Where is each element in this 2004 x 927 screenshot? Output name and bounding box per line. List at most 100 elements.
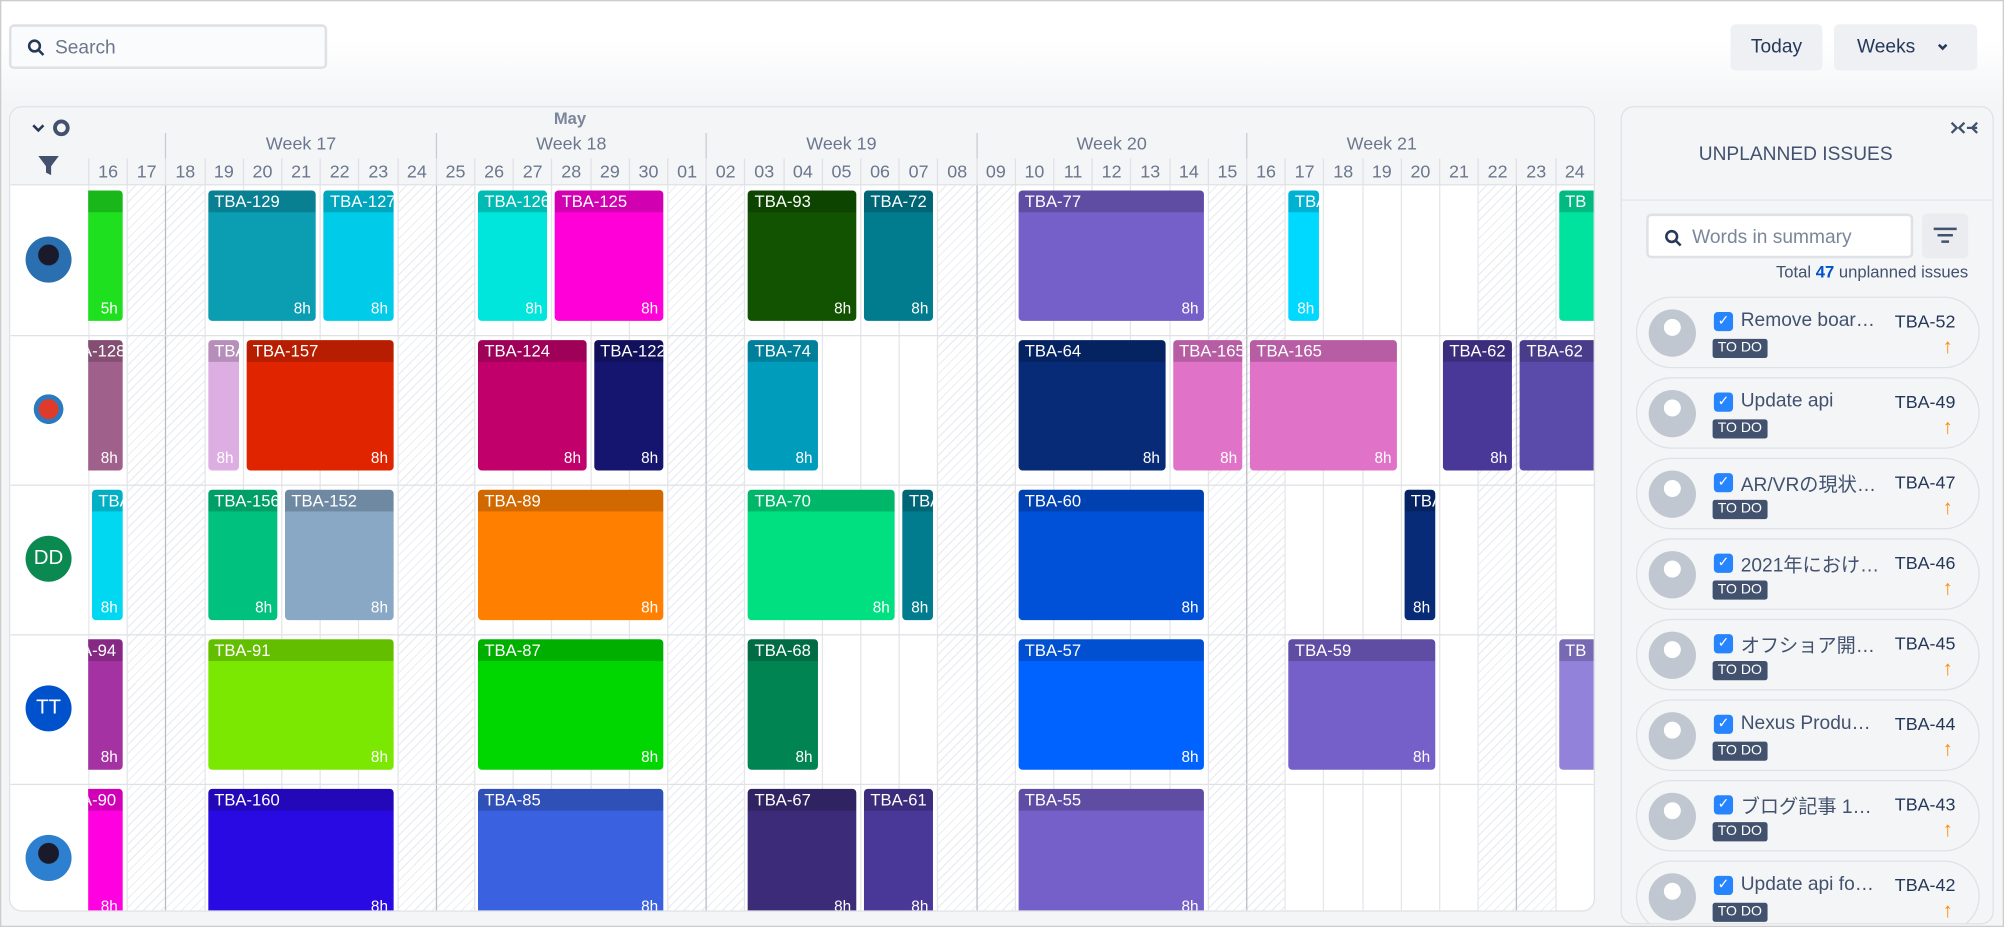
issue-hours: 8h — [1374, 448, 1392, 467]
issue-key: TBA-125 — [561, 191, 628, 211]
day-label: 27 — [512, 158, 552, 186]
issue-bar[interactable]: TBA-124 8h — [477, 340, 587, 471]
issue-status: TO DO — [1712, 902, 1768, 922]
search-box[interactable]: Search — [8, 24, 328, 70]
today-button[interactable]: Today — [1730, 24, 1823, 71]
issue-bar[interactable]: TBA-87 8h — [477, 639, 664, 770]
issue-summary: オフショア開… — [1740, 635, 1875, 658]
day-column — [1323, 185, 1362, 911]
day-label: 13 — [1130, 158, 1169, 186]
issue-bar[interactable]: TBA-125 8h — [555, 190, 664, 321]
issue-bar[interactable]: TBA-128 8h — [88, 340, 123, 471]
issue-header: TBA-60 — [1018, 489, 1204, 512]
issue-card[interactable]: ✓ Remove boar… TBA-52 TO DO ↑ — [1635, 296, 1980, 369]
issue-header: TBA-72 — [863, 190, 934, 213]
issue-bar[interactable]: TBA-62 8h — [1442, 340, 1513, 471]
issue-bar[interactable]: TBA-93 8h — [748, 190, 857, 321]
issue-header: TBA-74 — [748, 340, 818, 362]
issue-bar[interactable]: TB — [1558, 190, 1594, 321]
issue-header: TBA-94 — [88, 639, 123, 662]
day-label: 23 — [1516, 158, 1555, 186]
issue-bar[interactable]: TBA-126 8h — [477, 190, 548, 321]
panel-search-placeholder: Words in summary — [1692, 226, 1852, 249]
issue-bar[interactable]: TBA-72 8h — [863, 190, 934, 321]
issue-card[interactable]: ✓ Update api fo… TBA-42 TO DO ↑ — [1635, 860, 1980, 924]
issue-key: TBA-60 — [1024, 490, 1082, 511]
issue-bar[interactable]: TBA-64 8h — [1018, 340, 1166, 471]
issue-bar[interactable]: TBA-57 8h — [1018, 639, 1204, 770]
issue-bar[interactable]: TBA 8h — [1288, 190, 1320, 321]
issue-hours: 8h — [563, 448, 581, 467]
issue-bar[interactable]: TBA-70 8h — [748, 489, 895, 621]
day-label: 18 — [1323, 158, 1362, 186]
issue-card[interactable]: ✓ 2021年におけ… TBA-46 TO DO ↑ — [1635, 538, 1980, 610]
issue-card[interactable]: ✓ AR/VRの現状… TBA-47 TO DO ↑ — [1635, 457, 1980, 530]
issue-key: TBA-57 — [1024, 640, 1082, 660]
issue-card[interactable]: ✓ Update api TBA-49 TO DO ↑ — [1635, 377, 1980, 449]
issue-key: TBA — [908, 490, 934, 511]
issue-key: TBA — [1294, 191, 1320, 211]
issue-bar[interactable]: TBA-122 8h — [593, 340, 664, 471]
issue-header: TBA-90 — [88, 788, 123, 811]
issue-bar[interactable]: TBA 8h — [902, 489, 934, 621]
issue-bar[interactable]: TBA 8h — [1404, 489, 1436, 621]
total-count: 47 — [1815, 262, 1835, 282]
issue-bar[interactable]: TBA-152 8h — [285, 489, 394, 621]
filter-icon — [1933, 227, 1957, 243]
day-column — [88, 185, 127, 911]
week-label: Week 19 — [705, 132, 976, 159]
issue-key: TBA-45 — [1894, 632, 1956, 654]
collapse-icon[interactable] — [1950, 120, 1978, 135]
issue-bar[interactable]: TBA-77 8h — [1018, 190, 1204, 321]
issue-bar[interactable]: TBA-94 8h — [88, 639, 123, 770]
issue-hours: 8h — [370, 448, 389, 467]
issue-bar[interactable]: TBA 8h — [92, 489, 123, 621]
issue-bar[interactable]: 5h — [88, 190, 123, 321]
issue-bar[interactable]: TBA-68 8h — [748, 639, 818, 770]
issue-bar[interactable]: TBA-60 8h — [1018, 489, 1204, 621]
issue-card[interactable]: ✓ オフショア開… TBA-45 TO DO ↑ — [1635, 618, 1980, 691]
settings-icons[interactable] — [31, 118, 85, 179]
issue-bar[interactable]: TBA-62 — [1520, 340, 1594, 471]
issue-header: TBA-165 — [1249, 340, 1397, 362]
issue-summary: AR/VRの現状… — [1740, 474, 1876, 497]
issue-card[interactable]: ✓ Nexus Produ… TBA-44 TO DO ↑ — [1635, 699, 1980, 771]
issue-bar[interactable]: TBA-160 8h — [207, 788, 394, 911]
weekend-column — [1207, 185, 1247, 911]
issue-bar[interactable]: TBA-90 8h — [88, 788, 123, 911]
issue-bar[interactable]: TBA-55 8h — [1018, 788, 1204, 911]
view-button[interactable]: Weeks — [1834, 24, 1978, 71]
issue-key: TBA-61 — [870, 790, 927, 810]
issue-bar[interactable]: TBA 8h — [207, 340, 239, 471]
issue-bar[interactable]: TBA-165 8h — [1249, 340, 1397, 471]
issue-bar[interactable]: TB — [1558, 639, 1594, 770]
issue-key: TBA-52 — [1894, 310, 1956, 332]
issue-key: TBA-156 — [214, 490, 278, 511]
issue-bar[interactable]: TBA-89 8h — [477, 489, 664, 621]
issue-bar[interactable]: TBA-91 8h — [207, 639, 394, 770]
panel-search[interactable]: Words in summary — [1646, 213, 1914, 259]
issue-bar[interactable]: TBA-157 8h — [246, 340, 394, 471]
issue-bar[interactable]: TBA-61 8h — [863, 788, 934, 911]
issue-bar[interactable]: TBA-85 8h — [477, 788, 664, 911]
filter-button[interactable] — [1922, 213, 1969, 259]
issue-bar[interactable]: TBA-74 8h — [748, 340, 818, 471]
issue-key: TBA-124 — [484, 341, 550, 361]
issue-hours: 8h — [100, 598, 118, 617]
issue-hours: 8h — [100, 747, 118, 766]
issue-bar[interactable]: TBA-127 8h — [323, 190, 394, 321]
issue-header: TBA — [1404, 489, 1436, 512]
chevron-icon — [1937, 43, 1948, 51]
issue-hours: 8h — [216, 448, 234, 467]
issue-hours: 8h — [795, 448, 813, 467]
issue-bar[interactable]: TBA-129 8h — [207, 190, 316, 321]
day-label: 25 — [435, 158, 475, 186]
issue-bar[interactable]: TBA-165 8h — [1172, 340, 1243, 471]
issue-bar[interactable]: TBA-156 8h — [207, 489, 278, 621]
issue-card[interactable]: ✓ ブログ記事 1… TBA-43 TO DO ↑ — [1635, 779, 1980, 852]
issue-bar[interactable]: TBA-59 8h — [1288, 639, 1436, 770]
issue-key: TB — [1565, 640, 1587, 660]
search-icon — [1665, 229, 1682, 247]
issue-bar[interactable]: TBA-67 8h — [748, 788, 857, 911]
day-label: 21 — [281, 158, 320, 186]
